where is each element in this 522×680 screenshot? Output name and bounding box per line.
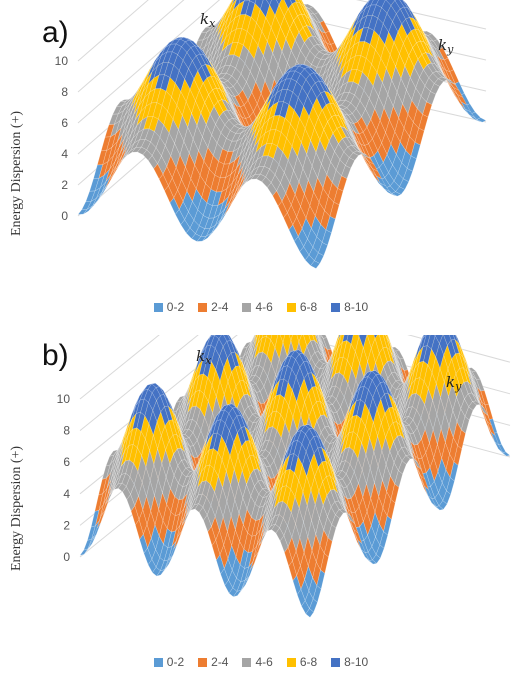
y-tick-label: 10 — [57, 392, 71, 406]
kx-axis-label-a: kx — [200, 10, 216, 30]
surface-chart-b: b) kx ky Energy Dispersion (+) 0 2 4 6 8 10 — [9, 335, 511, 618]
legend-a: 0-2 2-4 4-6 6-8 8-10 — [0, 300, 522, 314]
y-tick-label: 6 — [63, 455, 70, 469]
swatch-0-2 — [153, 302, 163, 312]
y-axis-label-b: Energy Dispersion (+) — [9, 446, 24, 571]
surface-a — [77, 0, 487, 269]
legend-item: 8-10 — [331, 300, 368, 314]
legend-item: 6-8 — [286, 300, 317, 314]
swatch-2-4 — [198, 302, 208, 312]
surface-b — [79, 335, 511, 618]
panel-label-b: b) — [42, 339, 69, 372]
ky-axis-label-b: ky — [446, 373, 462, 393]
gridline — [79, 335, 160, 400]
surface-cell — [310, 260, 321, 269]
legend-item: 4-6 — [242, 300, 273, 314]
kx-axis-label-b: kx — [196, 347, 212, 367]
legend-item: 0-2 — [153, 300, 184, 314]
swatch-0-2 — [153, 657, 163, 667]
y-tick-label: 4 — [61, 147, 68, 161]
legend-item: 4-6 — [242, 655, 273, 669]
panel-a: a) kx ky Energy Dispersion (+) 0 2 4 6 8 10 0… — [0, 0, 522, 335]
legend-item: 6-8 — [286, 655, 317, 669]
swatch-2-4 — [198, 657, 208, 667]
y-ticks-b: 0 2 4 6 8 10 — [57, 392, 71, 564]
swatch-8-10 — [331, 657, 341, 667]
legend-item: 2-4 — [198, 300, 228, 314]
swatch-6-8 — [286, 657, 296, 667]
gridline — [77, 0, 185, 93]
y-tick-label: 10 — [55, 54, 69, 68]
panel-b: b) kx ky Energy Dispersion (+) 0 2 4 6 8 10 0… — [0, 335, 522, 680]
swatch-6-8 — [286, 302, 296, 312]
y-tick-label: 0 — [61, 209, 68, 223]
y-tick-label: 4 — [63, 487, 70, 501]
gridline — [77, 0, 149, 62]
surface-cell — [305, 608, 314, 618]
gridline — [79, 335, 199, 431]
surface-chart-a: a) kx ky Energy Dispersion (+) 0 2 4 6 8 10 — [9, 0, 487, 269]
ky-axis-label-a: ky — [438, 36, 454, 56]
legend-item: 2-4 — [198, 655, 228, 669]
y-tick-label: 8 — [63, 424, 70, 438]
swatch-4-6 — [242, 302, 252, 312]
y-tick-label: 2 — [61, 178, 68, 192]
y-tick-label: 2 — [63, 518, 70, 532]
y-axis-label-a: Energy Dispersion (+) — [9, 111, 24, 236]
panel-label-a: a) — [42, 16, 69, 49]
legend-item: 0-2 — [153, 655, 184, 669]
y-ticks-a: 0 2 4 6 8 10 — [55, 54, 69, 223]
legend-b: 0-2 2-4 4-6 6-8 8-10 — [0, 655, 522, 669]
y-tick-label: 0 — [63, 550, 70, 564]
y-tick-label: 8 — [61, 85, 68, 99]
legend-item: 8-10 — [331, 655, 368, 669]
swatch-4-6 — [242, 657, 252, 667]
y-tick-label: 6 — [61, 116, 68, 130]
swatch-8-10 — [331, 302, 341, 312]
